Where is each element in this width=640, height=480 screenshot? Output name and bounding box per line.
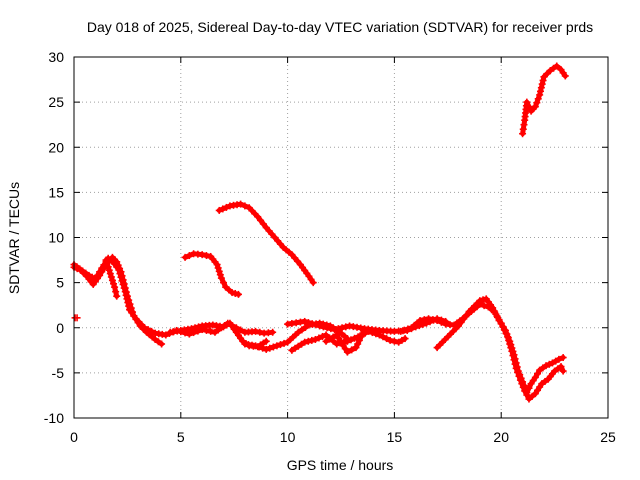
series-track-12 — [433, 295, 567, 397]
x-tick-label: 25 — [600, 429, 616, 445]
series-track-10 — [322, 326, 368, 356]
y-tick-label: 0 — [56, 320, 64, 336]
series-track-11 — [397, 300, 567, 403]
x-tick-label: 20 — [493, 429, 509, 445]
chart-title: Day 018 of 2025, Sidereal Day-to-day VTE… — [87, 19, 593, 35]
series-track-6 — [215, 200, 317, 287]
y-tick-label: 10 — [48, 230, 64, 246]
y-tick-label: 25 — [48, 94, 64, 110]
data-series — [70, 62, 569, 403]
y-tick-label: 5 — [56, 275, 64, 291]
x-tick-label: 0 — [70, 429, 78, 445]
series-track-13 — [519, 62, 569, 138]
x-tick-label: 15 — [387, 429, 403, 445]
series-trace — [216, 201, 316, 286]
y-tick-label: 20 — [48, 139, 64, 155]
x-tick-label: 10 — [280, 429, 296, 445]
x-axis-label: GPS time / hours — [287, 457, 394, 473]
series-trace — [71, 254, 165, 347]
y-tick-label: 15 — [48, 184, 64, 200]
series-track-5 — [181, 250, 242, 298]
y-tick-label: -10 — [44, 410, 64, 426]
x-tick-label: 5 — [177, 429, 185, 445]
series-track-3 — [102, 256, 121, 300]
y-tick-label: 30 — [48, 49, 64, 65]
series-track-2 — [70, 253, 166, 348]
series-track-1 — [70, 254, 277, 339]
series-point-1 — [71, 314, 81, 322]
y-tick-label: -5 — [52, 365, 65, 381]
y-axis-label: SDTVAR / TECUs — [6, 182, 22, 294]
axis-ticks: 0 5 10 15 20 25 -10 -5 0 5 10 15 20 25 30 — [44, 49, 616, 445]
